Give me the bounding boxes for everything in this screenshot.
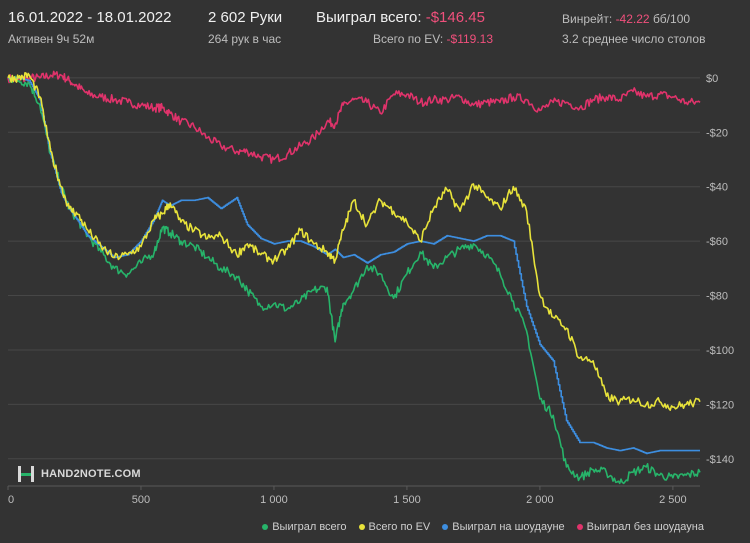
date-range: 16.01.2022 - 18.01.2022: [8, 9, 172, 26]
y-tick-label: -$120: [706, 399, 734, 411]
y-tick-label: $0: [706, 73, 718, 85]
y-tick-label: -$40: [706, 182, 728, 194]
total-ev-value: -$119.13: [446, 32, 494, 46]
hands-count: 2 602 Руки: [208, 9, 283, 26]
series-line-won: [7, 75, 701, 485]
series-line-no-showdown: [7, 70, 701, 164]
winrate-label: Винрейт:: [562, 12, 613, 26]
y-tick-label: -$140: [706, 454, 734, 466]
series-line-ev: [7, 72, 701, 411]
legend-item-ev[interactable]: Всего по EV: [358, 521, 431, 533]
legend-label: Выиграл всего: [272, 521, 347, 533]
avg-tables: 3.2 среднее число столов: [562, 32, 706, 46]
legend-item-no-showdown[interactable]: Выиграл без шоудауна: [576, 521, 704, 533]
total-ev: Всего по EV: -$119.13: [373, 32, 493, 46]
winrate-value: -42.22: [615, 12, 650, 26]
winrate: Винрейт: -42.22 бб/100: [562, 12, 690, 26]
legend-dot-icon: [262, 524, 269, 530]
total-won-label: Выиграл всего:: [316, 9, 422, 26]
legend-label: Выиграл без шоудауна: [586, 521, 704, 533]
active-time: Активен 9ч 52м: [8, 32, 95, 46]
total-won: Выиграл всего: -$146.45: [316, 9, 485, 26]
y-tick-label: -$60: [706, 236, 728, 248]
y-tick-label: -$100: [706, 345, 734, 357]
x-tick-label: 500: [132, 494, 150, 506]
x-axis-ticks: 0 500 1 000 1 500 2 000 2 500: [7, 486, 687, 506]
grid: [8, 77, 700, 487]
total-ev-label: Всего по EV:: [373, 32, 444, 46]
legend-dot-icon: [576, 524, 583, 530]
winrate-unit: бб/100: [652, 12, 691, 26]
hand2note-logo: HAND2NOTE.COM: [17, 465, 141, 483]
legend-dot-icon: [358, 524, 365, 530]
series-line-showdown: [8, 77, 700, 455]
y-axis-ticks: $0 -$20 -$40 -$60 -$80 -$100 -$120 -$140: [706, 73, 734, 466]
chart-legend: Выиграл всего Всего по EV Выиграл на шоу…: [262, 521, 704, 533]
y-tick-label: -$20: [706, 127, 728, 139]
x-tick-label: 2 000: [526, 494, 554, 506]
x-tick-label: 1 500: [393, 494, 421, 506]
legend-item-showdown[interactable]: Выиграл на шоудауне: [442, 521, 565, 533]
hand2note-logo-text: HAND2NOTE.COM: [41, 468, 141, 480]
x-tick-label: 1 000: [260, 494, 288, 506]
legend-label: Всего по EV: [368, 521, 431, 533]
legend-item-won[interactable]: Выиграл всего: [262, 521, 347, 533]
legend-label: Выиграл на шоудауне: [452, 521, 565, 533]
x-tick-label: 0: [8, 494, 14, 506]
legend-dot-icon: [442, 524, 449, 530]
hand2note-logo-icon: [18, 466, 34, 482]
hands-per-hour: 264 рук в час: [208, 32, 282, 46]
total-won-value: -$146.45: [425, 9, 485, 26]
x-tick-label: 2 500: [659, 494, 687, 506]
series-lines: [7, 70, 701, 485]
y-tick-label: -$80: [706, 291, 728, 303]
